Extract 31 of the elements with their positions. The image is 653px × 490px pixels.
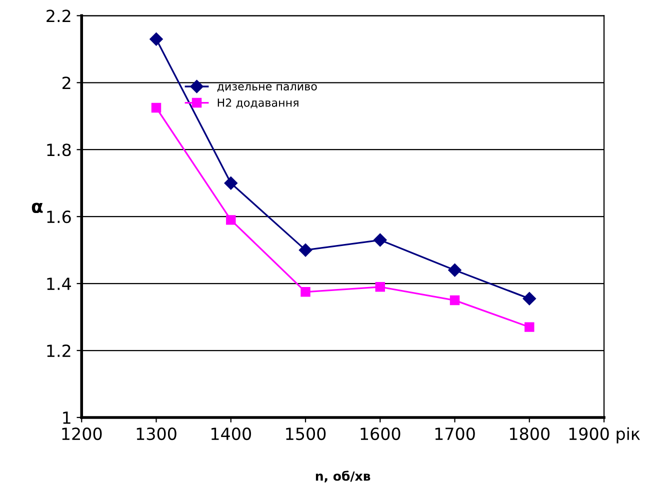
x-tick-label: 1900 рік xyxy=(569,427,640,444)
y-axis-title: α xyxy=(32,202,43,214)
point xyxy=(448,264,462,277)
x-tick-label: 1200 xyxy=(62,427,102,440)
point xyxy=(224,176,238,190)
y-tick-label: 2 xyxy=(62,76,70,89)
point xyxy=(150,32,163,46)
point xyxy=(298,243,312,257)
x-tick-label: 1700 xyxy=(435,427,475,440)
x-tick-label: 1500 xyxy=(286,427,326,440)
x-tick-label: 1300 xyxy=(136,427,176,440)
y-tick-label: 1.2 xyxy=(47,344,70,357)
y-tick-label: 1 xyxy=(63,412,70,424)
y-tick-label: 1.4 xyxy=(47,278,71,290)
legend-label: H2 додавання xyxy=(218,98,298,108)
point xyxy=(524,322,534,332)
point xyxy=(300,287,310,297)
point xyxy=(374,233,387,247)
x-tick-label: 1600 xyxy=(360,427,400,440)
point xyxy=(151,102,162,113)
point xyxy=(226,215,236,225)
point xyxy=(522,292,536,306)
y-tick-label: 1.6 xyxy=(47,210,71,224)
point xyxy=(450,295,460,306)
y-tick-label: 2.2 xyxy=(46,10,70,22)
x-axis-title: n, об/хв xyxy=(316,470,370,482)
x-tick-label: 1800 xyxy=(510,427,550,440)
y-tick-label: 1.8 xyxy=(47,144,71,156)
point xyxy=(375,282,385,292)
x-tick-label: 1400 xyxy=(212,427,251,440)
legend-label: дизельне паливо xyxy=(217,84,317,92)
